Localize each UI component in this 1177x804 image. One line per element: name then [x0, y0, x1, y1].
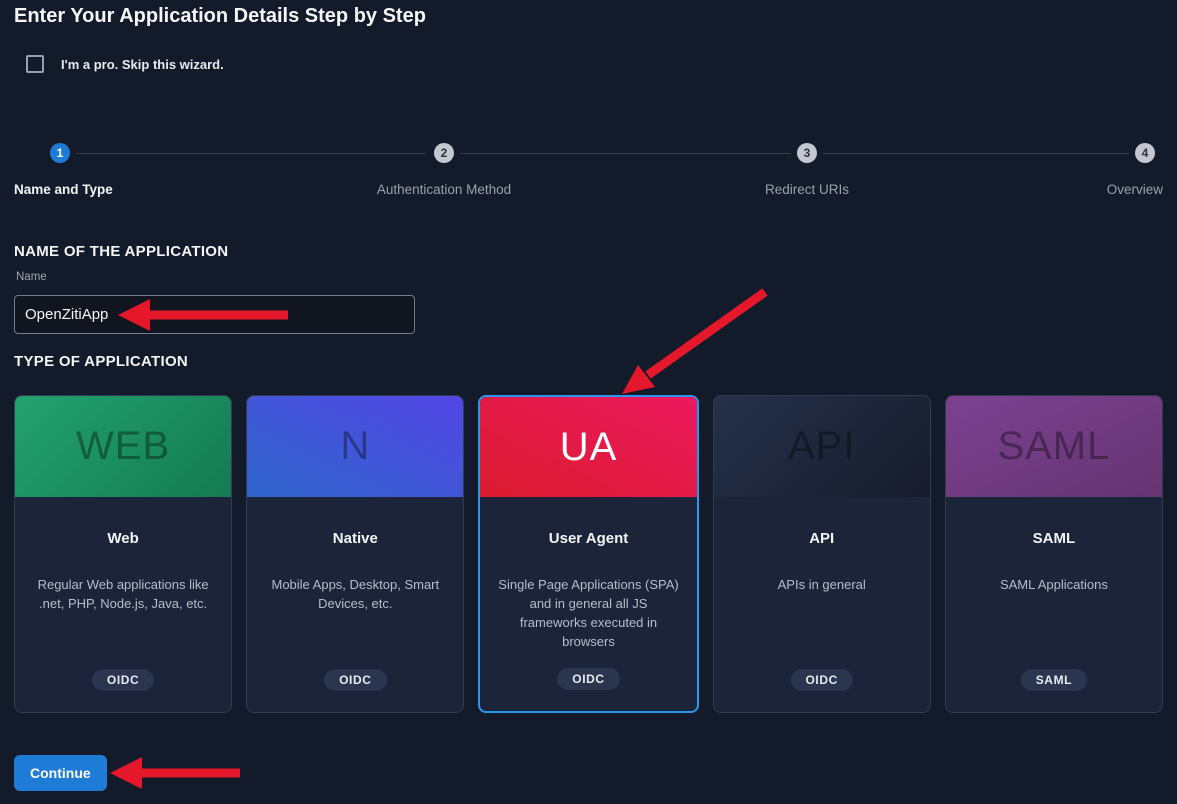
- wizard-stepper: 1 2 3 4 Name and Type Authentication Met…: [14, 143, 1163, 203]
- saml-card-protocol-badge: SAML: [1020, 669, 1088, 691]
- api-card-description: APIs in general: [777, 577, 866, 592]
- web-card-letters: WEB: [76, 424, 171, 468]
- step-1-indicator: 1: [50, 143, 70, 163]
- saml-card-body: SAML SAML Applications SAML: [946, 497, 1162, 712]
- web-card-description: Regular Web applications like .net, PHP,…: [37, 577, 209, 611]
- app-type-card-native[interactable]: N Native Mobile Apps, Desktop, Smart Dev…: [246, 395, 465, 713]
- application-type-cards: WEB Web Regular Web applications like .n…: [14, 395, 1164, 713]
- step-4-label: Overview: [1106, 182, 1163, 197]
- api-card-letters: API: [787, 424, 856, 468]
- step-connector: [76, 153, 426, 154]
- native-card-description: Mobile Apps, Desktop, Smart Devices, etc…: [271, 577, 440, 611]
- native-card-protocol-badge: OIDC: [324, 669, 387, 691]
- saml-card-title: SAML: [1032, 530, 1076, 547]
- web-card-header: WEB: [15, 396, 232, 497]
- saml-card-letters: SAML: [997, 424, 1111, 468]
- step-1-label: Name and Type: [14, 182, 113, 197]
- api-card-protocol-badge: OIDC: [790, 669, 853, 691]
- name-section-heading: NAME OF THE APPLICATION: [14, 243, 229, 260]
- saml-card-description: SAML Applications: [999, 577, 1108, 592]
- saml-card-header: SAML: [945, 396, 1163, 497]
- step-3-indicator: 3: [797, 143, 817, 163]
- api-card-body: API APIs in general OIDC: [714, 497, 930, 712]
- app-type-card-user-agent[interactable]: UA User Agent Single Page Applications (…: [478, 395, 699, 713]
- arrow-to-continue-button: [110, 757, 240, 789]
- type-section-heading: TYPE OF APPLICATION: [14, 353, 189, 370]
- native-card-title: Native: [332, 530, 378, 547]
- app-type-card-saml[interactable]: SAML SAML SAML Applications SAML: [944, 395, 1164, 713]
- step-2-label: Authentication Method: [376, 182, 512, 197]
- step-4-indicator: 4: [1135, 143, 1155, 163]
- web-card-title: Web: [107, 530, 139, 547]
- step-connector: [823, 153, 1129, 154]
- step-2-indicator: 2: [434, 143, 454, 163]
- page-title: Enter Your Application Details Step by S…: [14, 5, 426, 27]
- user-agent-card-protocol-badge: OIDC: [557, 668, 620, 690]
- arrow-to-user-agent-card: [622, 288, 768, 394]
- native-card-body: Native Mobile Apps, Desktop, Smart Devic…: [247, 497, 463, 712]
- user-agent-card-description: Single Page Applications (SPA) and in ge…: [498, 577, 679, 649]
- user-agent-card-title: User Agent: [548, 530, 629, 547]
- application-name-input[interactable]: [14, 295, 415, 334]
- native-card-letters: N: [340, 424, 371, 468]
- user-agent-card-letters: UA: [559, 424, 618, 469]
- app-type-card-api[interactable]: API API APIs in general OIDC: [712, 395, 931, 713]
- skip-wizard-checkbox[interactable]: [26, 55, 44, 73]
- user-agent-card-header: UA: [480, 397, 697, 497]
- skip-wizard-label: I'm a pro. Skip this wizard.: [61, 56, 224, 72]
- name-field-label: Name: [16, 271, 47, 283]
- web-card-protocol-badge: OIDC: [91, 669, 155, 691]
- web-card-body: Web Regular Web applications like .net, …: [15, 497, 231, 712]
- step-3-label: Redirect URIs: [764, 182, 850, 197]
- skip-wizard-row[interactable]: I'm a pro. Skip this wizard.: [26, 55, 224, 73]
- native-card-header: N: [247, 396, 464, 497]
- user-agent-card-body: User Agent Single Page Applications (SPA…: [480, 497, 696, 711]
- api-card-header: API: [713, 396, 930, 497]
- continue-button[interactable]: Continue: [14, 755, 107, 791]
- app-type-card-web[interactable]: WEB Web Regular Web applications like .n…: [14, 395, 233, 713]
- api-card-title: API: [809, 530, 835, 547]
- step-connector: [460, 153, 791, 154]
